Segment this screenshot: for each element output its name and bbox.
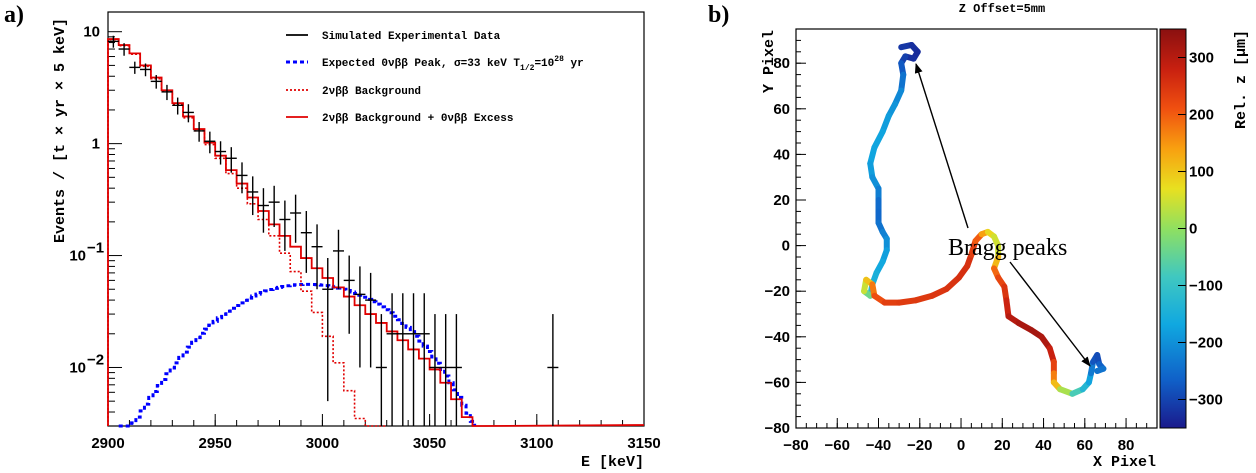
x-tick-label-a: 2950 bbox=[199, 435, 232, 452]
colorbar-tick-label: 300 bbox=[1189, 50, 1214, 67]
y-tick-label-b: −40 bbox=[765, 329, 790, 346]
x-tick-label-a: 3000 bbox=[306, 435, 339, 452]
colorbar-tick-label: −200 bbox=[1189, 335, 1223, 352]
y-tick-label-a: 10 bbox=[83, 24, 100, 41]
colorbar-tick-label: 200 bbox=[1189, 107, 1214, 124]
colorbar-tick-label: −100 bbox=[1189, 278, 1223, 295]
panel-b-label: b) bbox=[708, 2, 729, 28]
colorbar-ticks: −300 −200 −100 0 100 200 300 bbox=[1178, 50, 1223, 409]
legend-entry: Expected 0νββ Peak, σ=33 keV T1/2=1028 y… bbox=[322, 55, 584, 73]
y-tick-label-b: −20 bbox=[765, 283, 790, 300]
y-tick-label-a: 1 bbox=[92, 136, 100, 153]
x-tick-label-b: −20 bbox=[907, 437, 932, 454]
arrow-upper bbox=[914, 63, 969, 229]
legend-entry: Simulated Experimental Data bbox=[322, 31, 501, 43]
colorbar-tick-label: −300 bbox=[1189, 392, 1223, 409]
legend-entry: 2νββ Background + 0νββ Excess bbox=[322, 113, 513, 125]
y-tick-label-b: −80 bbox=[765, 420, 790, 437]
y-tick-label-b: 20 bbox=[773, 192, 790, 209]
legend-entry: 2νββ Background bbox=[322, 86, 421, 98]
y-tick-label-b: 40 bbox=[773, 146, 790, 163]
panel-a-legend: Simulated Experimental Data Expected 0νββ… bbox=[286, 31, 584, 125]
x-tick-label-b: 0 bbox=[957, 437, 965, 454]
x-tick-label-a: 3150 bbox=[627, 435, 660, 452]
y-tick-label-b: 60 bbox=[773, 101, 790, 118]
y-tick-label-a: 10 bbox=[69, 359, 86, 376]
panel-a-frame bbox=[107, 11, 645, 427]
x-axis-label-b: X Pixel bbox=[1093, 454, 1156, 471]
peak-series-line bbox=[118, 282, 477, 428]
y-tick-label-b: 80 bbox=[773, 55, 790, 72]
x-tick-label-b: 20 bbox=[994, 437, 1011, 454]
x-tick-label-b: −60 bbox=[825, 437, 850, 454]
y-tick-label-b: −60 bbox=[765, 374, 790, 391]
x-tick-label-a: 2900 bbox=[91, 435, 124, 452]
panel-b-title: Z Offset=5mm bbox=[959, 2, 1045, 16]
y-tick-label-a: 10 bbox=[69, 248, 86, 265]
x-tick-label-b: −40 bbox=[866, 437, 891, 454]
y-tick-label-b: 0 bbox=[782, 238, 790, 255]
y-tick-exponent-a: −1 bbox=[87, 240, 104, 257]
particle-track bbox=[861, 41, 1107, 397]
panel-b-chart: Z Offset=5mm −80 −60 −40 −20 0 20 40 60 80−80−60… bbox=[761, 2, 1250, 471]
x-tick-label-b: −80 bbox=[783, 437, 808, 454]
panel-a-series bbox=[107, 35, 645, 428]
y-axis-label-a: Events / [t × yr × 5 keV] bbox=[52, 18, 69, 243]
x-tick-label-b: 80 bbox=[1118, 437, 1135, 454]
colorbar-tick-label: 0 bbox=[1189, 221, 1197, 238]
panel-a-label: a) bbox=[4, 2, 24, 28]
x-tick-label-b: 60 bbox=[1076, 437, 1093, 454]
colorbar-tick-label: 100 bbox=[1189, 164, 1214, 181]
panel-b-ticks: −80 −60 −40 −20 0 20 40 60 80 −80 −60 −40 −20 0 20 40 60… bbox=[765, 28, 1158, 454]
x-tick-label-a: 3100 bbox=[520, 435, 553, 452]
y-tick-exponent-a: −2 bbox=[87, 351, 104, 368]
y-axis-label-b: Y Pixel bbox=[761, 30, 778, 93]
x-tick-label-a: 3050 bbox=[413, 435, 446, 452]
x-axis-label-a: E [keV] bbox=[581, 454, 644, 471]
arrow-lower bbox=[1009, 261, 1091, 367]
track-segment bbox=[1094, 365, 1107, 374]
sum-series-line bbox=[107, 38, 645, 427]
colorbar-label: Rel. z [μm] bbox=[1233, 30, 1250, 129]
bragg-peaks-annotation: Bragg peaks bbox=[948, 235, 1067, 261]
x-tick-label-b: 40 bbox=[1035, 437, 1052, 454]
